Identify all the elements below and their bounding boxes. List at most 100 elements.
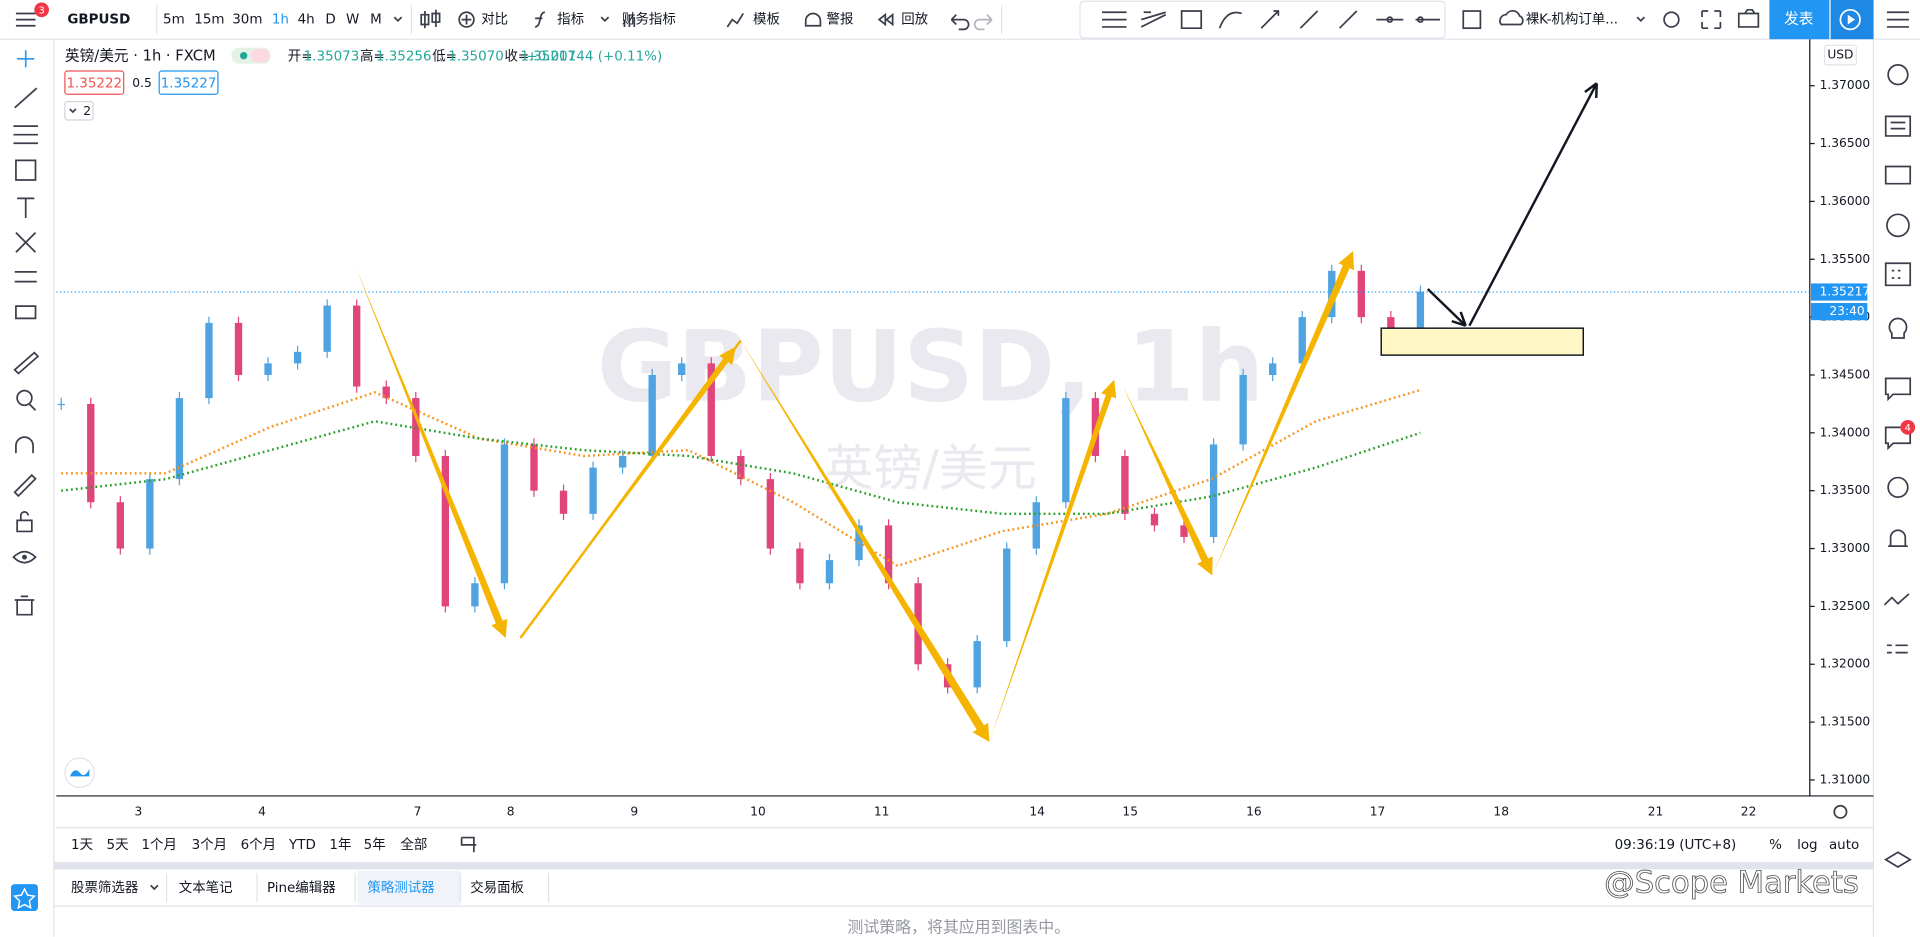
checkbox[interactable] bbox=[1462, 10, 1482, 30]
candle bbox=[1357, 270, 1365, 318]
interval[interactable]: W bbox=[346, 13, 359, 28]
spread: 0.5 bbox=[132, 76, 151, 90]
drawing-tools[interactable] bbox=[1102, 10, 1440, 30]
range-button[interactable]: 5年 bbox=[364, 837, 386, 853]
y-tick-label: 1.31500 bbox=[1820, 715, 1871, 729]
chevron[interactable] bbox=[393, 16, 403, 23]
toolbar-button[interactable]: 回放 bbox=[901, 12, 928, 28]
x-tick-label: 3 bbox=[134, 804, 142, 818]
candle bbox=[707, 363, 715, 456]
range-button[interactable]: 5天 bbox=[107, 838, 129, 853]
moving-average bbox=[61, 420, 1421, 516]
button-icon[interactable] bbox=[804, 12, 822, 27]
buy-button[interactable] bbox=[158, 70, 219, 95]
scale-option[interactable]: log bbox=[1797, 838, 1818, 853]
button-icon[interactable] bbox=[623, 14, 636, 27]
candle bbox=[589, 467, 597, 514]
range-button[interactable]: 全部 bbox=[400, 836, 427, 853]
countdown: 23:40 bbox=[1829, 304, 1864, 318]
tab[interactable]: Pine编辑器 bbox=[267, 880, 336, 896]
badge bbox=[1900, 420, 1916, 435]
chart-type-icon[interactable] bbox=[420, 9, 441, 29]
interval[interactable]: M bbox=[370, 13, 382, 28]
scale-options: % log auto bbox=[1769, 838, 1859, 853]
fullscreen-icon[interactable] bbox=[1701, 10, 1722, 30]
y-tick-label: 1.37000 bbox=[1820, 78, 1871, 92]
settings-icon[interactable] bbox=[1663, 11, 1680, 28]
interval[interactable]: 1h bbox=[272, 13, 289, 28]
buy-price[interactable]: 1.35227 bbox=[161, 76, 217, 91]
interval[interactable]: 15m bbox=[194, 13, 224, 28]
button-icon[interactable] bbox=[877, 12, 894, 27]
x-tick-label: 11 bbox=[874, 804, 890, 818]
candle bbox=[618, 455, 627, 468]
undo-icon[interactable] bbox=[950, 14, 970, 31]
goto-icon[interactable] bbox=[460, 836, 477, 853]
toolbar-button[interactable]: 财务指标 bbox=[622, 12, 676, 28]
ohlc-value: 1.35070 bbox=[448, 49, 504, 64]
scale-option[interactable]: % bbox=[1769, 838, 1782, 853]
black-arrow bbox=[1426, 288, 1467, 327]
tab[interactable]: 股票筛选器 bbox=[71, 880, 139, 896]
range-button[interactable]: 1个月 bbox=[141, 837, 176, 853]
indicator-count[interactable]: 2 bbox=[83, 104, 91, 118]
range-button[interactable]: YTD bbox=[288, 838, 316, 853]
legend-title: 英镑/美元 · 1h · FXCM bbox=[65, 46, 216, 64]
redo-icon[interactable] bbox=[973, 14, 993, 31]
button-icon[interactable] bbox=[458, 11, 475, 28]
tab[interactable]: 策略测试器 bbox=[367, 879, 435, 896]
candle bbox=[1268, 363, 1277, 375]
panel-message: 测试策略，将其应用到图表中。 bbox=[847, 918, 1070, 937]
favorites-button[interactable] bbox=[11, 884, 38, 912]
sell-price[interactable]: 1.35222 bbox=[66, 76, 122, 91]
x-tick-label: 9 bbox=[630, 804, 638, 818]
y-tick-label: 1.32500 bbox=[1820, 599, 1871, 613]
candle bbox=[1003, 548, 1011, 642]
candle bbox=[737, 455, 745, 480]
currency-box bbox=[1823, 44, 1857, 66]
template-name[interactable]: 裸K-机构订单... bbox=[1526, 12, 1618, 28]
interval[interactable]: 5m bbox=[163, 13, 185, 28]
toolbar-button[interactable]: 警报 bbox=[827, 12, 854, 28]
sell-button[interactable] bbox=[64, 70, 125, 95]
chevron[interactable] bbox=[600, 16, 610, 23]
y-tick-label: 1.31000 bbox=[1820, 772, 1871, 786]
interval[interactable]: 4h bbox=[298, 13, 315, 28]
x-tick-label: 17 bbox=[1370, 804, 1386, 818]
range-button[interactable]: 3个月 bbox=[192, 837, 227, 853]
play-icon[interactable] bbox=[1839, 8, 1861, 31]
clock: 09:36:19 (UTC+8) bbox=[1615, 838, 1737, 853]
scale-option[interactable]: auto bbox=[1829, 838, 1859, 853]
trend-arrow bbox=[1122, 385, 1213, 576]
toolbar-button[interactable]: 模板 bbox=[753, 12, 780, 28]
tab[interactable]: 交易面板 bbox=[470, 879, 524, 896]
range-button[interactable]: 1天 bbox=[71, 838, 93, 853]
camera-icon[interactable] bbox=[1737, 8, 1760, 28]
range-button[interactable]: 1年 bbox=[329, 837, 351, 853]
ohlc-values: 开=1.35073 高=1.35256 低=1.35070 收=1.35217 bbox=[288, 47, 576, 64]
chevron[interactable] bbox=[1636, 16, 1646, 23]
play-icon bbox=[1847, 14, 1856, 25]
button-icon[interactable] bbox=[726, 13, 744, 28]
interval[interactable]: 30m bbox=[232, 13, 262, 28]
toolbar-button[interactable]: 指标 bbox=[557, 12, 584, 28]
settings-icon[interactable] bbox=[1833, 804, 1848, 819]
time-axis: 3 4 7 8 9 10 11 14 15 16 17 18 21 22 bbox=[134, 804, 1756, 818]
tab[interactable]: 文本笔记 bbox=[179, 880, 233, 896]
toolbar-button[interactable]: 对比 bbox=[481, 12, 508, 28]
symbol[interactable]: GBPUSD bbox=[67, 13, 130, 28]
indicator-toggle[interactable] bbox=[64, 101, 94, 121]
candle bbox=[234, 322, 243, 375]
badge: 3 bbox=[39, 5, 45, 16]
button-icon[interactable] bbox=[534, 11, 546, 28]
y-tick-label: 1.34500 bbox=[1820, 367, 1871, 381]
candle bbox=[264, 363, 272, 375]
chevron[interactable] bbox=[150, 884, 159, 891]
publish-button[interactable] bbox=[1769, 0, 1830, 40]
right-toolbar[interactable] bbox=[1883, 11, 1912, 868]
menu-button[interactable]: 3 bbox=[15, 2, 49, 27]
range-button[interactable]: 6个月 bbox=[241, 837, 276, 853]
left-toolbar[interactable] bbox=[12, 50, 40, 616]
publish-label[interactable]: 发表 bbox=[1784, 11, 1814, 28]
interval[interactable]: D bbox=[325, 13, 335, 28]
